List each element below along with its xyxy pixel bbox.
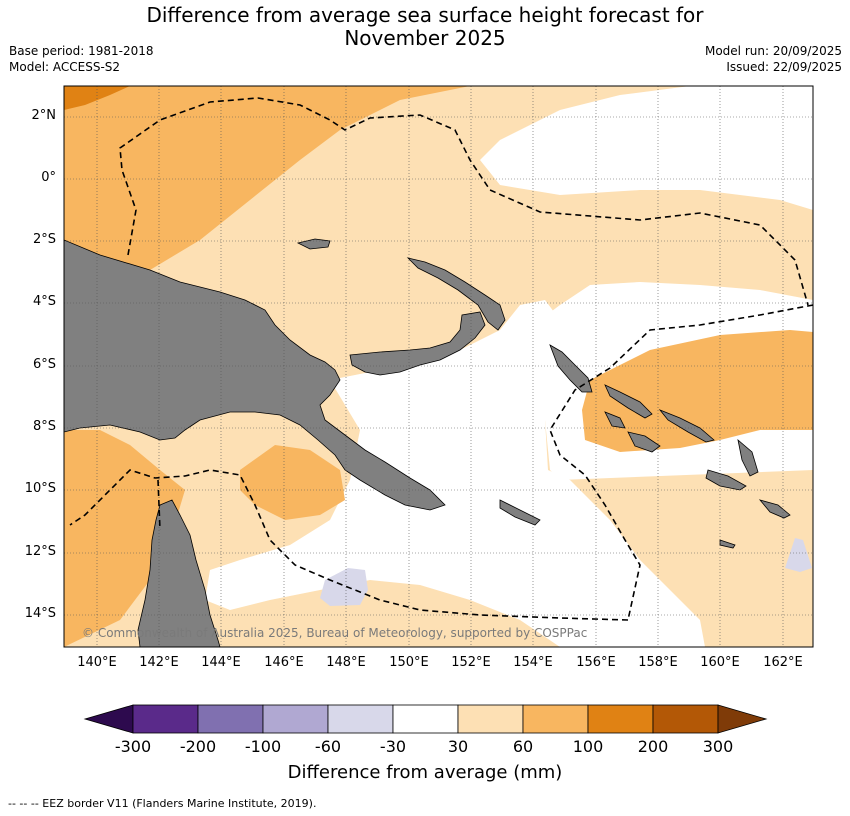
- neutral-anomaly-coral-sea: [205, 300, 705, 647]
- new-guinea-landmass: [64, 239, 446, 511]
- colorbar-tick-neg100: -100: [244, 737, 282, 756]
- new-britain-island: [349, 311, 486, 376]
- lat-label-0: 0°: [41, 170, 56, 185]
- eez-footnote: -- -- -- EEZ border V11 (Flanders Marine…: [8, 797, 317, 810]
- lat-label-14s: 14°S: [24, 606, 56, 621]
- copyright-text: © Commonwealth of Australia 2025, Bureau…: [82, 626, 587, 640]
- anomaly-neg30-60-zone-coral: [320, 568, 368, 606]
- new-ireland-island: [406, 257, 506, 331]
- lon-label-142e: 142°E: [139, 655, 179, 670]
- lon-label-146e: 146°E: [264, 655, 304, 670]
- cape-york-peninsula: [137, 499, 221, 647]
- colorbar-segment-1: [132, 704, 199, 734]
- colorbar-segment-7: [522, 704, 589, 734]
- malaita-island: [737, 438, 759, 477]
- anomaly-60-100-zone-solomon: [582, 330, 813, 452]
- choiseul-island: [604, 384, 653, 419]
- colorbar-title: Difference from average (mm): [287, 762, 563, 783]
- anomaly-60-100-zone-north: [64, 86, 470, 290]
- lon-label-154e: 154°E: [513, 655, 553, 670]
- lon-label-148e: 148°E: [326, 655, 366, 670]
- lat-label-12s: 12°S: [24, 544, 56, 559]
- colorbar-segment-5: [392, 704, 459, 734]
- map-title-line2: November 2025: [344, 26, 506, 50]
- anomaly-neg30-60-zone-east: [785, 538, 812, 572]
- map-frame: [63, 85, 814, 648]
- lon-label-144e: 144°E: [201, 655, 241, 670]
- model-run-text: Model run: 20/09/2025: [704, 44, 842, 58]
- santa-isabel-island: [658, 409, 715, 443]
- lon-label-156e: 156°E: [576, 655, 616, 670]
- colorbar: [83, 704, 768, 734]
- colorbar-tick-30: 30: [447, 737, 469, 756]
- colorbar-extend-high: [717, 704, 768, 734]
- map-panel: © Commonwealth of Australia 2025, Bureau…: [64, 86, 813, 647]
- colorbar-segment-4: [327, 704, 394, 734]
- small-island-south: [719, 539, 736, 549]
- graticule: [64, 86, 813, 647]
- colorbar-tick-neg60: -60: [314, 737, 342, 756]
- colorbar-segment-8: [587, 704, 654, 734]
- lat-label-4s: 4°S: [32, 294, 56, 309]
- lon-label-158e: 158°E: [638, 655, 678, 670]
- map-title: Difference from average sea surface heig…: [0, 4, 850, 50]
- lon-label-150e: 150°E: [389, 655, 429, 670]
- lon-label-162e: 162°E: [763, 655, 803, 670]
- colorbar-tick-200: 200: [637, 737, 669, 756]
- anomaly-60-100-zone-west: [64, 430, 185, 647]
- colorbar-tick-300: 300: [702, 737, 734, 756]
- eez-border-png: [119, 97, 809, 306]
- lat-label-8s: 8°S: [32, 419, 56, 434]
- colorbar-segment-3: [262, 704, 329, 734]
- lat-label-6s: 6°S: [32, 357, 56, 372]
- colorbar-tick-neg200: -200: [179, 737, 217, 756]
- meta-right: Model run: 20/09/2025 Issued: 22/09/2025: [705, 43, 842, 75]
- lon-label-160e: 160°E: [700, 655, 740, 670]
- colorbar-tick-neg30: -30: [379, 737, 407, 756]
- eez-borders: [69, 97, 813, 621]
- lon-label-140e: 140°E: [77, 655, 117, 670]
- manus-island: [296, 238, 331, 250]
- vanuatu-island: [758, 499, 791, 519]
- meta-left: Base period: 1981-2018 Model: ACCESS-S2: [9, 43, 154, 75]
- neutral-anomaly-pocket: [480, 86, 813, 210]
- colorbar-segment-9: [652, 704, 719, 734]
- bougainville-island: [549, 344, 593, 393]
- colorbar-tick-100: 100: [572, 737, 604, 756]
- colorbar-tick-neg300: -300: [114, 737, 152, 756]
- eez-border-solomon: [549, 304, 813, 621]
- anomaly-60-100-zone-gulf: [240, 445, 345, 520]
- louisiade-islands: [499, 499, 541, 526]
- issued-text: Issued: 22/09/2025: [726, 60, 842, 74]
- colorbar-segment-2: [197, 704, 264, 734]
- base-period-text: Base period: 1981-2018: [9, 44, 154, 58]
- eez-border-torres: [157, 479, 161, 531]
- map-title-line1: Difference from average sea surface heig…: [146, 3, 704, 27]
- eez-border-coral-sea: [69, 469, 629, 621]
- lat-label-2n: 2°N: [31, 108, 57, 123]
- colorbar-extend-low: [83, 704, 134, 734]
- colorbar-segment-6: [457, 704, 524, 734]
- lat-label-10s: 10°S: [24, 481, 56, 496]
- model-text: Model: ACCESS-S2: [9, 60, 121, 74]
- guadalcanal-island: [627, 431, 661, 453]
- colorbar-tick-60: 60: [512, 737, 534, 756]
- lat-label-2s: 2°S: [32, 232, 56, 247]
- lon-label-152e: 152°E: [451, 655, 491, 670]
